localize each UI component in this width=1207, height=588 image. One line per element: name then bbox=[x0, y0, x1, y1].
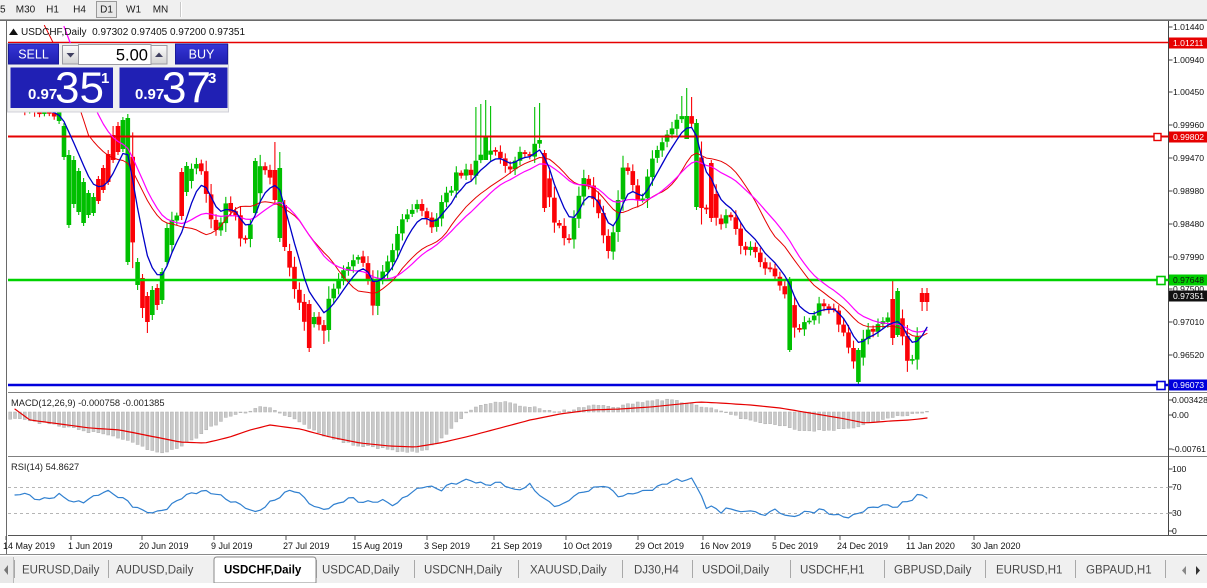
svg-text:MN: MN bbox=[153, 5, 169, 16]
svg-text:0.99470: 0.99470 bbox=[1173, 153, 1204, 163]
svg-text:-0.00761: -0.00761 bbox=[1172, 444, 1206, 454]
svg-text:1.00450: 1.00450 bbox=[1173, 87, 1204, 97]
svg-text:USDCHF,H1: USDCHF,H1 bbox=[800, 565, 865, 577]
svg-text:0.00: 0.00 bbox=[1172, 410, 1189, 420]
svg-text:0.97500: 0.97500 bbox=[1173, 284, 1204, 294]
svg-text:DJ30,H4: DJ30,H4 bbox=[634, 565, 679, 577]
svg-text:0.96520: 0.96520 bbox=[1173, 350, 1204, 360]
svg-text:0.97990: 0.97990 bbox=[1173, 252, 1204, 262]
svg-text:1.01440: 1.01440 bbox=[1173, 22, 1204, 32]
svg-text:USDCHF,Daily 0.97302 0.97405: USDCHF,Daily 0.97302 0.97405 0.97200 0.9… bbox=[21, 27, 245, 38]
svg-text:24 Dec 2019: 24 Dec 2019 bbox=[837, 541, 888, 551]
svg-text:15 Aug 2019: 15 Aug 2019 bbox=[352, 541, 403, 551]
svg-text:H1: H1 bbox=[46, 5, 59, 16]
svg-text:EURUSD,Daily: EURUSD,Daily bbox=[22, 565, 100, 577]
svg-text:0.003428: 0.003428 bbox=[1172, 395, 1207, 405]
svg-text:0.97010: 0.97010 bbox=[1173, 317, 1204, 327]
svg-text:1.01211: 1.01211 bbox=[1173, 38, 1204, 48]
svg-text:1.00940: 1.00940 bbox=[1173, 55, 1204, 65]
svg-text:W1: W1 bbox=[126, 5, 141, 16]
svg-text:0.98480: 0.98480 bbox=[1173, 219, 1204, 229]
svg-text:USDCNH,Daily: USDCNH,Daily bbox=[424, 565, 502, 577]
svg-text:0.98980: 0.98980 bbox=[1173, 186, 1204, 196]
svg-text:14 May 2019: 14 May 2019 bbox=[3, 541, 55, 551]
svg-text:BUY: BUY bbox=[189, 48, 215, 62]
svg-text:0.96073: 0.96073 bbox=[1173, 380, 1204, 390]
svg-text:1 Jun 2019: 1 Jun 2019 bbox=[68, 541, 113, 551]
svg-text:11 Jan 2020: 11 Jan 2020 bbox=[906, 541, 955, 551]
svg-text:D1: D1 bbox=[100, 5, 113, 16]
svg-text:0.97351: 0.97351 bbox=[1173, 291, 1204, 301]
svg-text:3 Sep 2019: 3 Sep 2019 bbox=[424, 541, 470, 551]
svg-text:0.97648: 0.97648 bbox=[1173, 275, 1204, 285]
svg-text:MACD(12,26,9) -0.000758 -0.001: MACD(12,26,9) -0.000758 -0.001385 bbox=[11, 398, 165, 408]
svg-text:EURUSD,H1: EURUSD,H1 bbox=[996, 565, 1062, 577]
svg-text:0: 0 bbox=[1172, 526, 1177, 536]
svg-text:0.99802: 0.99802 bbox=[1173, 132, 1204, 142]
svg-text:5.00: 5.00 bbox=[116, 47, 148, 65]
svg-text:USDCAD,Daily: USDCAD,Daily bbox=[322, 565, 400, 577]
svg-text:16 Nov 2019: 16 Nov 2019 bbox=[700, 541, 751, 551]
svg-text:30: 30 bbox=[1172, 508, 1182, 518]
svg-text:27 Jul 2019: 27 Jul 2019 bbox=[283, 541, 330, 551]
svg-text:GBPAUD,H1: GBPAUD,H1 bbox=[1086, 565, 1152, 577]
svg-text:5 Dec 2019: 5 Dec 2019 bbox=[772, 541, 818, 551]
svg-text:USDCHF,Daily: USDCHF,Daily bbox=[224, 565, 302, 577]
svg-text:29 Oct 2019: 29 Oct 2019 bbox=[635, 541, 684, 551]
svg-text:RSI(14) 54.8627: RSI(14) 54.8627 bbox=[11, 462, 79, 472]
svg-text:3: 3 bbox=[208, 70, 216, 87]
svg-text:XAUUSD,Daily: XAUUSD,Daily bbox=[530, 565, 607, 577]
svg-text:USDOil,Daily: USDOil,Daily bbox=[702, 565, 769, 577]
svg-text:SELL: SELL bbox=[18, 48, 49, 62]
svg-text:H4: H4 bbox=[73, 5, 86, 16]
svg-text:0.97: 0.97 bbox=[28, 86, 57, 103]
svg-text:21 Sep 2019: 21 Sep 2019 bbox=[491, 541, 542, 551]
svg-text:10 Oct 2019: 10 Oct 2019 bbox=[563, 541, 612, 551]
svg-text:37: 37 bbox=[162, 64, 211, 113]
svg-text:1: 1 bbox=[101, 70, 109, 87]
svg-text:70: 70 bbox=[1172, 482, 1182, 492]
svg-text:0.97: 0.97 bbox=[135, 86, 164, 103]
svg-text:AUDUSD,Daily: AUDUSD,Daily bbox=[116, 565, 194, 577]
svg-text:35: 35 bbox=[55, 64, 104, 113]
svg-text:0.99960: 0.99960 bbox=[1173, 120, 1204, 130]
svg-text:30 Jan 2020: 30 Jan 2020 bbox=[971, 541, 1021, 551]
svg-text:15: 15 bbox=[0, 5, 6, 16]
svg-text:20 Jun 2019: 20 Jun 2019 bbox=[139, 541, 189, 551]
svg-text:GBPUSD,Daily: GBPUSD,Daily bbox=[894, 565, 972, 577]
svg-text:9 Jul 2019: 9 Jul 2019 bbox=[211, 541, 253, 551]
svg-text:100: 100 bbox=[1172, 464, 1187, 474]
svg-text:M30: M30 bbox=[16, 5, 36, 16]
